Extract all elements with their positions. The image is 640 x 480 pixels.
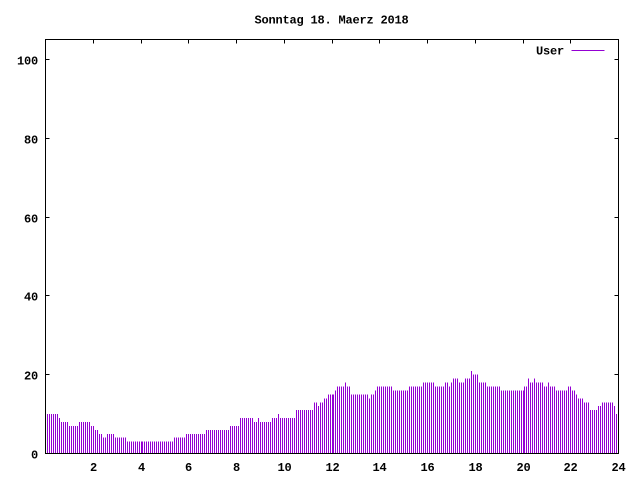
svg-text:100: 100 bbox=[17, 55, 38, 69]
svg-text:60: 60 bbox=[24, 213, 38, 227]
svg-text:2: 2 bbox=[90, 461, 97, 475]
svg-text:0: 0 bbox=[31, 449, 38, 463]
svg-text:18: 18 bbox=[468, 461, 482, 475]
svg-text:12: 12 bbox=[325, 461, 339, 475]
svg-text:Sonntag 18. Maerz 2018: Sonntag 18. Maerz 2018 bbox=[254, 14, 408, 28]
svg-text:4: 4 bbox=[138, 461, 145, 475]
svg-text:22: 22 bbox=[563, 461, 577, 475]
svg-text:10: 10 bbox=[277, 461, 291, 475]
svg-text:80: 80 bbox=[24, 134, 38, 148]
svg-text:8: 8 bbox=[233, 461, 240, 475]
svg-text:20: 20 bbox=[24, 370, 38, 384]
svg-text:40: 40 bbox=[24, 291, 38, 305]
svg-text:24: 24 bbox=[611, 461, 625, 475]
svg-text:User: User bbox=[536, 45, 564, 59]
svg-text:14: 14 bbox=[372, 461, 386, 475]
svg-text:6: 6 bbox=[185, 461, 192, 475]
svg-text:16: 16 bbox=[420, 461, 434, 475]
svg-text:20: 20 bbox=[516, 461, 530, 475]
